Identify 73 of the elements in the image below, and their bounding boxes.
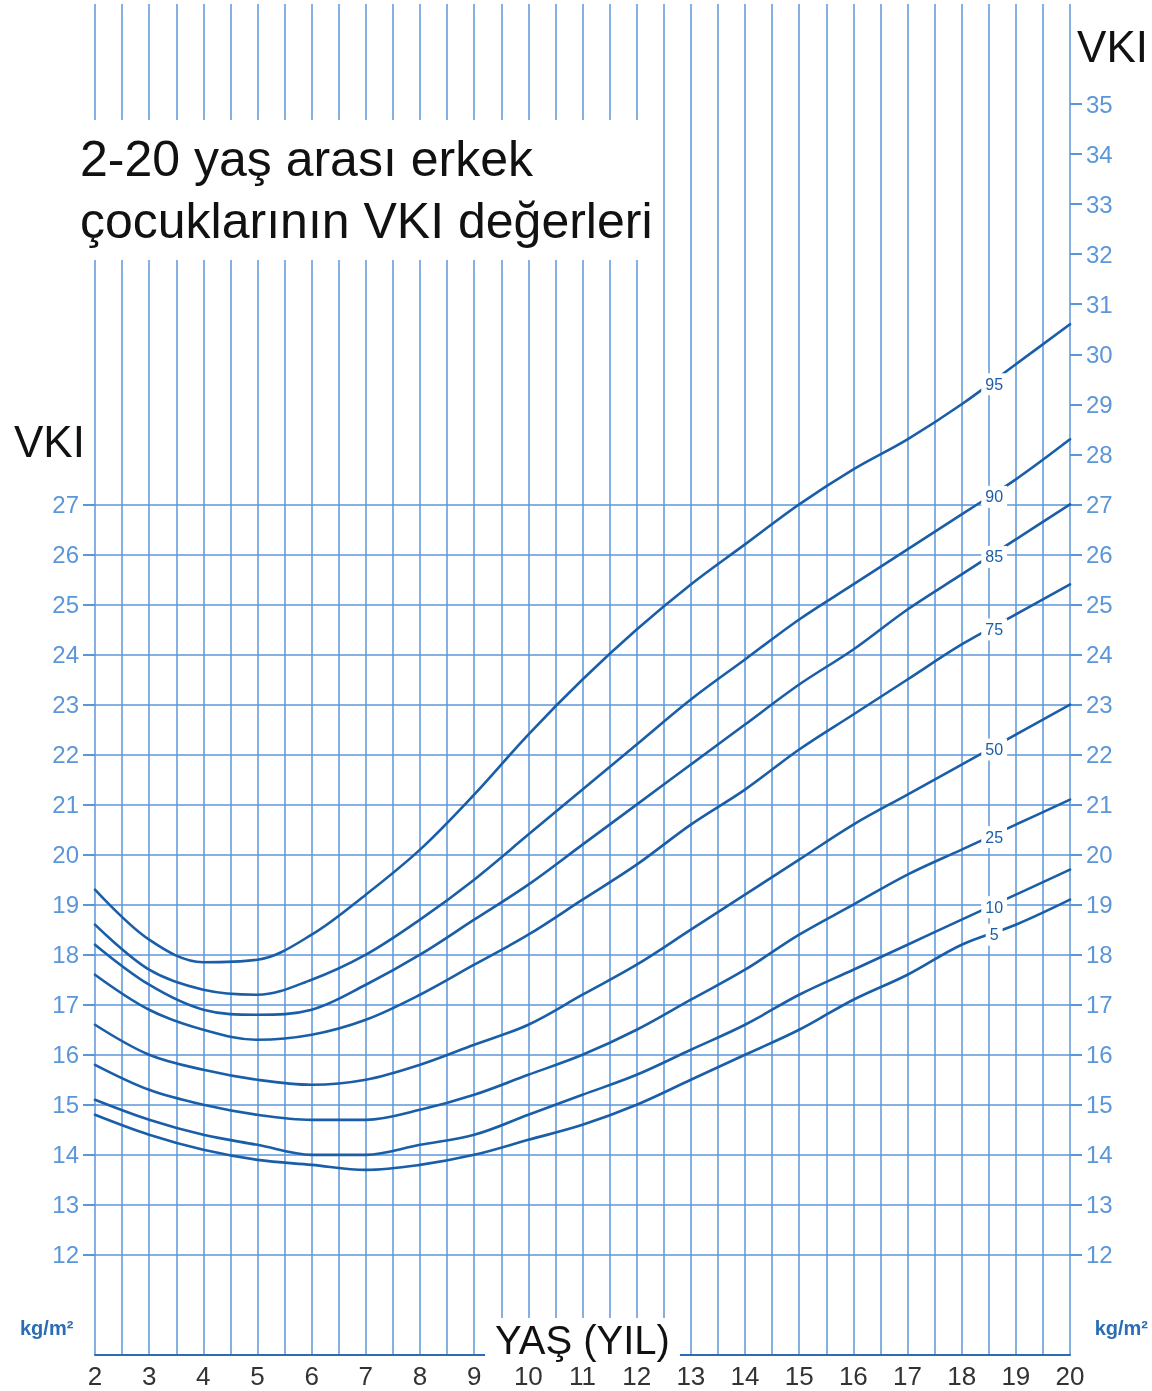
text: 2-20 yaş arası erkek çocuklarının VKI değerleri [80, 131, 653, 249]
y2-tick-label: 23 [1086, 691, 1113, 719]
series-label: 5 [989, 926, 999, 944]
y2-tick-label: 24 [1086, 640, 1113, 668]
series-label: 50 [985, 741, 1004, 759]
y-tick-label: 14 [52, 1141, 79, 1169]
y2-tick-label: 26 [1086, 540, 1113, 568]
x-tick-label: 19 [1001, 1361, 1031, 1391]
y2-tick-label: 17 [1086, 991, 1113, 1019]
y2-tick-label: 12 [1086, 1241, 1113, 1269]
y-tick-label: 19 [52, 891, 79, 919]
y2-tick-label: 30 [1086, 340, 1113, 368]
x-tick-label: 14 [730, 1361, 760, 1391]
x-tick-label: 5 [250, 1361, 265, 1391]
x-tick-label: 11 [569, 1361, 596, 1391]
x-tick-label: 10 [513, 1361, 543, 1391]
y2-tick-label: 27 [1086, 490, 1113, 518]
y2-tick-label: 34 [1086, 140, 1113, 168]
x-tick-label: 6 [304, 1361, 319, 1391]
series-label: 95 [985, 375, 1004, 393]
y2-tick-label: 14 [1086, 1141, 1113, 1169]
y-tick-label: 18 [52, 941, 79, 969]
y-tick-label: 12 [52, 1241, 79, 1269]
x-tick-label: 2 [87, 1361, 103, 1391]
x-axis-title: YAŞ (YIL) [495, 1317, 670, 1362]
y2-tick-label: 29 [1086, 390, 1113, 418]
y2-tick-label: 33 [1086, 190, 1113, 218]
y-tick-label: 24 [52, 640, 79, 668]
y-tick-label: 27 [52, 490, 79, 518]
y-tick-label: 25 [52, 590, 79, 618]
y2-tick-label: 20 [1086, 841, 1113, 869]
x-tick-label: 20 [1055, 1361, 1085, 1391]
x-tick-label: 3 [141, 1361, 157, 1391]
y-tick-label: 13 [52, 1191, 79, 1219]
text: kg/m² [1094, 1316, 1149, 1339]
x-tick-label: 17 [893, 1361, 922, 1391]
series-label: 75 [985, 620, 1004, 638]
x-tick-label: 18 [947, 1361, 977, 1391]
y2-tick-label: 21 [1086, 791, 1113, 819]
y2-tick-label: 13 [1086, 1191, 1113, 1219]
y-tick-label: 16 [52, 1041, 79, 1069]
y2-tick-label: 32 [1086, 240, 1113, 268]
y2-tick-label: 15 [1086, 1091, 1113, 1119]
x-tick-label: 7 [358, 1361, 374, 1391]
y2-tick-label: 28 [1086, 440, 1113, 468]
x-tick-label: 4 [196, 1361, 211, 1391]
x-tick-label: 16 [838, 1361, 868, 1391]
text: kg/m² [20, 1316, 74, 1339]
y-tick-label: 20 [52, 841, 79, 869]
x-tick-label: 12 [622, 1361, 652, 1391]
y2-tick-label: 18 [1086, 941, 1113, 969]
y-tick-label: 26 [52, 540, 79, 568]
y-tick-label: 23 [52, 691, 79, 719]
y2-axis-title: VKI [1077, 21, 1148, 71]
y-tick-label: 17 [52, 991, 79, 1019]
y2-tick-label: 35 [1086, 90, 1113, 118]
y-axis-title: VKI [14, 416, 85, 466]
x-tick-label: 13 [676, 1361, 706, 1391]
x-tick-label: 15 [784, 1361, 814, 1391]
y2-tick-label: 31 [1086, 290, 1113, 318]
y2-tick-label: 22 [1086, 741, 1113, 769]
y-tick-label: 15 [52, 1091, 79, 1119]
series-label: 25 [985, 828, 1004, 846]
y2-tick-label: 19 [1086, 891, 1113, 919]
x-tick-label: 8 [412, 1361, 428, 1391]
y-tick-label: 21 [52, 791, 79, 819]
series-label: 90 [985, 488, 1004, 506]
x-tick-label: 9 [466, 1361, 482, 1391]
series-label: 10 [985, 898, 1004, 916]
y2-tick-label: 25 [1086, 590, 1113, 618]
y-tick-label: 22 [52, 741, 79, 769]
y2-tick-label: 16 [1086, 1041, 1113, 1069]
series-label: 85 [985, 548, 1004, 566]
